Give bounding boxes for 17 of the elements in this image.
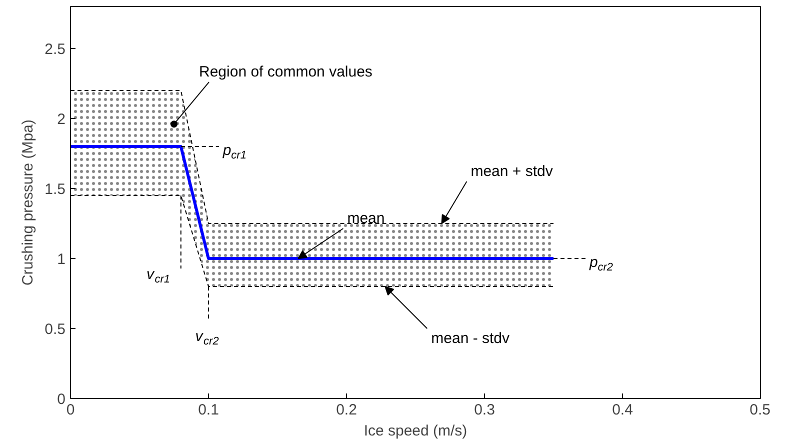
x-tick-label: 0.1 — [198, 402, 219, 418]
y-tick-label: 1.5 — [44, 181, 66, 198]
x-tick-label: 0.2 — [336, 402, 357, 418]
annotation: mean - stdv — [431, 330, 510, 347]
annotation: Region of common values — [199, 64, 372, 81]
y-tick-label: 0 — [57, 391, 66, 408]
x-tick-label: 0.3 — [474, 402, 495, 418]
x-tick-label: 0.4 — [612, 402, 633, 418]
x-axis-title: Ice speed (m/s) — [364, 422, 468, 440]
y-axis-title: Crushing pressure (Mpa) — [20, 120, 37, 286]
annotation: mean + stdv — [470, 163, 554, 180]
y-tick-label: 0.5 — [44, 321, 66, 338]
y-tick-label: 2.5 — [44, 41, 66, 58]
y-tick-label: 2 — [57, 111, 66, 128]
annotation: mean — [347, 210, 385, 227]
x-tick-label: 0.5 — [750, 402, 771, 418]
y-tick-label: 1 — [57, 251, 66, 268]
